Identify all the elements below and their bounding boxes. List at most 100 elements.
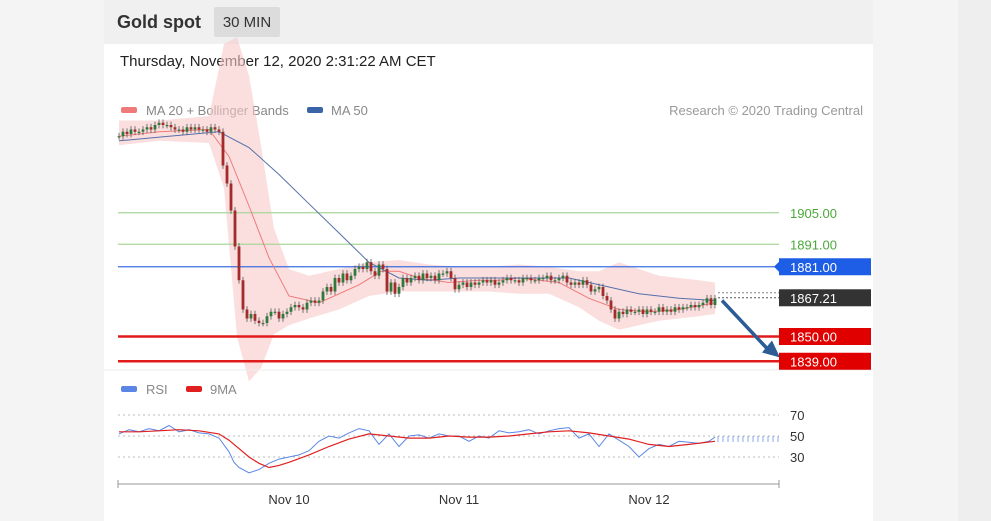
- candle-body: [537, 278, 541, 281]
- candle-body: [709, 298, 713, 305]
- ma50-line: [118, 131, 716, 301]
- candle-body: [561, 275, 565, 278]
- candle-body: [421, 273, 425, 281]
- timestamp: Thursday, November 12, 2020 2:31:22 AM C…: [120, 53, 436, 70]
- candle-body: [281, 314, 285, 319]
- candle-body: [197, 127, 201, 130]
- candle-body: [345, 273, 349, 281]
- candle-body: [617, 311, 621, 319]
- level-label-3: 1867.21: [790, 291, 837, 306]
- level-label-1: 1891.00: [790, 237, 837, 252]
- candle-body: [261, 323, 265, 325]
- x-tick-label: Nov 12: [628, 492, 669, 507]
- candle-body: [525, 278, 529, 280]
- candle-body: [317, 300, 321, 303]
- candle-body: [437, 273, 441, 281]
- candle-body: [637, 309, 641, 312]
- candle-body: [329, 287, 333, 292]
- candle-body: [449, 271, 453, 278]
- candle-body: [569, 282, 573, 285]
- rsi-9ma-line: [119, 429, 716, 469]
- level-label-bg-4: [779, 328, 871, 345]
- candle-body: [189, 127, 193, 130]
- forecast-arrow-shaft: [720, 299, 770, 351]
- candle-body: [469, 282, 473, 287]
- candle-body: [453, 278, 457, 290]
- candle-body: [377, 264, 381, 276]
- candle-body: [669, 309, 673, 312]
- rsi-lines: [118, 424, 779, 474]
- candle-body: [413, 275, 417, 278]
- candle-body: [521, 278, 525, 283]
- candle-body: [237, 246, 241, 281]
- candle-body: [461, 282, 465, 285]
- candle-body: [657, 307, 661, 312]
- candle-body: [689, 305, 693, 308]
- candle-body: [445, 271, 449, 274]
- candle-body: [697, 305, 701, 308]
- candle-body: [401, 278, 405, 287]
- candle-body: [349, 275, 353, 281]
- candle-body: [457, 284, 461, 290]
- candle-body: [201, 129, 205, 131]
- candle-body: [589, 284, 593, 292]
- candle-body: [305, 302, 309, 310]
- candle-body: [361, 266, 365, 269]
- level-label-5: 1839.00: [790, 354, 837, 369]
- candle-body: [681, 307, 685, 310]
- price-panel: 1905.00 1891.00 1881.00 1867.21 1850.00 1839.…: [104, 37, 873, 382]
- candle-body: [137, 131, 141, 133]
- page-right-strip: [958, 0, 991, 521]
- candle-body: [125, 131, 129, 134]
- candle-body: [425, 273, 429, 278]
- candle-body: [417, 275, 421, 281]
- candle-body: [117, 136, 121, 138]
- candle-body: [145, 127, 149, 130]
- candle-body: [269, 311, 273, 317]
- candle-body: [497, 282, 501, 285]
- legend-swatch-rsi: [121, 386, 137, 392]
- candle-body: [465, 282, 469, 287]
- candle-body: [661, 307, 665, 312]
- rsi-legend: RSI 9MA: [121, 382, 237, 397]
- candle-body: [257, 320, 261, 323]
- candle-body: [373, 271, 377, 276]
- candle-body: [557, 278, 561, 281]
- level-label-2: 1881.00: [790, 260, 837, 275]
- level-labels: 1905.00 1891.00 1881.00 1867.21 1850.00 1839.…: [774, 206, 871, 370]
- candle-body: [333, 278, 337, 292]
- candle-body: [641, 309, 645, 314]
- x-tick-label: Nov 11: [439, 492, 479, 507]
- candle-body: [149, 127, 153, 130]
- candle-body: [129, 129, 133, 134]
- candle-body: [577, 282, 581, 285]
- legend-swatch-ma20: [121, 107, 137, 113]
- rsi-line: [118, 424, 716, 474]
- candle-body: [605, 296, 609, 301]
- candle-body: [245, 309, 249, 319]
- candle-body: [169, 125, 173, 128]
- candle-body: [597, 287, 601, 290]
- candle-body: [541, 278, 545, 280]
- candle-body: [389, 282, 393, 292]
- candle-body: [593, 289, 597, 292]
- candle-body: [405, 278, 409, 283]
- candle-body: [701, 302, 705, 305]
- rsi-tick-label: 50: [790, 429, 804, 444]
- candle-body: [645, 309, 649, 314]
- candle-body: [713, 298, 717, 305]
- candle-body: [193, 127, 197, 130]
- candle-body: [325, 287, 329, 292]
- instrument-title: Gold spot: [117, 12, 201, 32]
- candle-body: [369, 262, 373, 272]
- level-label-4: 1850.00: [790, 330, 837, 345]
- candle-body: [229, 183, 233, 211]
- candle-body: [505, 278, 509, 281]
- candle-body: [653, 311, 657, 313]
- bollinger-bands: [119, 37, 715, 382]
- timeframe-button[interactable]: 30 MIN: [214, 7, 280, 37]
- candle-body: [157, 122, 161, 125]
- candle-body: [693, 305, 697, 308]
- x-tick-label: Nov 10: [268, 492, 309, 507]
